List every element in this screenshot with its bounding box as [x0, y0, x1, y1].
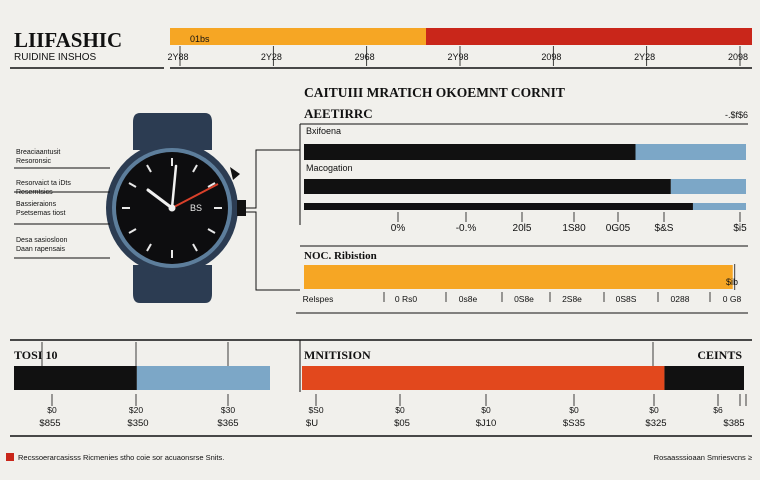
watch-icon: BS	[106, 113, 246, 303]
chart4-value-label: $J10	[476, 418, 497, 429]
chart1-series-label: Bxifoena	[306, 126, 341, 136]
chart3-tick-label: $20	[129, 405, 143, 415]
chart1-tick-label: -0.%	[456, 223, 477, 234]
chart2-end-label: $ib	[726, 277, 738, 287]
chart2-tick-label: 0S8S	[616, 294, 637, 304]
chart2-tick-label: Relspes	[303, 294, 334, 304]
top-scale-tick-label: 2968	[355, 52, 375, 62]
chart4-tick-label: $0	[649, 405, 659, 415]
watch-callout-label: Psetsemas tiost	[16, 210, 65, 217]
chart2-tick-label: 0 G8	[723, 294, 742, 304]
chart2-tick-label: 0s8e	[459, 294, 478, 304]
chart3-bars	[14, 342, 270, 390]
chart4-value-label: $325	[645, 418, 666, 429]
svg-text:BS: BS	[190, 203, 202, 213]
chart1-ticks: 0% -0.% 20l5 1S80 0G05 $&S $i5	[391, 212, 747, 234]
chart2-title: NOC. Ribistion	[304, 250, 377, 262]
chart1-bar-primary	[304, 144, 636, 160]
chart1-bar-secondary	[670, 179, 746, 194]
top-scale-tick-label: 2Y28	[634, 52, 655, 62]
chart1-tick-label: $i5	[733, 223, 747, 234]
chart4-bar-primary	[302, 366, 665, 390]
chart1-tick-label: $&S	[655, 223, 674, 234]
watch-callout-label: Reserntsics	[16, 189, 53, 196]
watch-callout-label: Resoronsic	[16, 158, 52, 165]
chart1-tick-label: 1S80	[562, 223, 586, 234]
chart4-tick-label: $0	[569, 405, 579, 415]
top-scale-orange-segment	[170, 28, 426, 45]
chart2-tick-label: 0S8e	[514, 294, 534, 304]
chart1-bar-primary	[304, 179, 671, 194]
footer-left-text: Recssoerarcasisss Ricmenies stho coie so…	[18, 453, 224, 462]
warning-icon	[6, 453, 14, 461]
chart1-bar-secondary	[692, 203, 746, 210]
header-subtitle: RUIDINE INSHOS	[14, 52, 97, 63]
watch-callout-lines	[14, 149, 300, 291]
chart1-title: CAITUIII MRATICH OKOEMNT CORNIT	[304, 85, 565, 100]
chart1-bar-secondary	[635, 144, 746, 160]
chart3-value-label: $U	[306, 418, 318, 429]
chart3-title: TOSI 10	[14, 348, 57, 362]
chart4-tick-label: $0	[481, 405, 491, 415]
chart4-ticks: $0 $0 $0 $0 $6 $05 $J10 $S35 $325 $385	[394, 394, 747, 429]
chart1-bars: Bxifoena Macogation	[304, 126, 746, 210]
chart2-tick-label: 0288	[671, 294, 690, 304]
top-scale-tick-label: 2098	[728, 52, 748, 62]
top-scale-red-segment	[426, 28, 752, 45]
chart1-corner-value: -.$f$6	[725, 110, 748, 120]
chart2-tick-label: 2S8e	[562, 294, 582, 304]
watch-callout-label: Resorvaict ta iDts	[16, 180, 71, 187]
top-scale-tick-label: 2Y28	[261, 52, 282, 62]
top-scale-badge: 01bs	[190, 34, 210, 44]
watch-callouts: Breaciaantusit Resoronsic Resorvaict ta iD…	[16, 149, 71, 253]
watch-callout-label: Desa sasiosloon	[16, 237, 67, 244]
watch-callout-label: Daan rapensais	[16, 246, 66, 253]
chart4-tick-label: $0	[395, 405, 405, 415]
chart2-bar	[304, 265, 733, 289]
chart4-title: MNITISION	[304, 348, 371, 362]
chart4-tick-label: $6	[713, 405, 723, 415]
footer-right-text: Rosaasssioaan Smriesvcns ≥	[654, 453, 752, 462]
chart3-ticks: $0 $20 $30 $S0 $855 $350 $365 $U	[39, 394, 324, 429]
watch-callout-label: Bassieraions	[16, 201, 57, 208]
chart4-value-label: $S35	[563, 418, 585, 429]
chart4-value-label: $05	[394, 418, 410, 429]
header-title: LIIFASHIC	[14, 28, 122, 52]
chart4-bars	[302, 342, 744, 390]
top-scale-tick-label: 2098	[541, 52, 561, 62]
chart2-tick-label: 0 Rs0	[395, 294, 417, 304]
chart1-bar-primary	[304, 203, 693, 210]
chart3-tick-label: $S0	[308, 405, 323, 415]
chart2-bars	[304, 264, 736, 290]
chart2-ticks: Relspes 0 Rs0 0s8e 0S8e 2S8e 0S8S 0288 0 G8	[303, 292, 742, 304]
chart3-value-label: $350	[127, 418, 148, 429]
chart3-bar-secondary	[136, 366, 270, 390]
top-scale-tick-label: 2Y98	[447, 52, 468, 62]
chart3-tick-label: $0	[47, 405, 57, 415]
chart1-series-label: Macogation	[306, 163, 353, 173]
watch-callout-label: Breaciaantusit	[16, 149, 60, 156]
chart3-value-label: $855	[39, 418, 60, 429]
chart3-tick-label: $30	[221, 405, 235, 415]
chart4-bar-secondary	[664, 366, 744, 390]
chart3-value-label: $365	[217, 418, 238, 429]
chart3-bar-primary	[14, 366, 137, 390]
chart1-tick-label: 0G05	[606, 223, 631, 234]
chart1-tick-label: 0%	[391, 223, 406, 234]
chart4-value-label: $385	[723, 418, 744, 429]
chart1-subtitle: AEETIRRC	[304, 106, 373, 121]
top-scale-tick-label: 2Y88	[167, 52, 188, 62]
chart4-right-title: CEINTS	[697, 348, 742, 362]
top-scale-ticks: 2Y88 2Y28 2968 2Y98 2098 2Y28 2098	[167, 46, 748, 66]
chart1-tick-label: 20l5	[513, 223, 532, 234]
